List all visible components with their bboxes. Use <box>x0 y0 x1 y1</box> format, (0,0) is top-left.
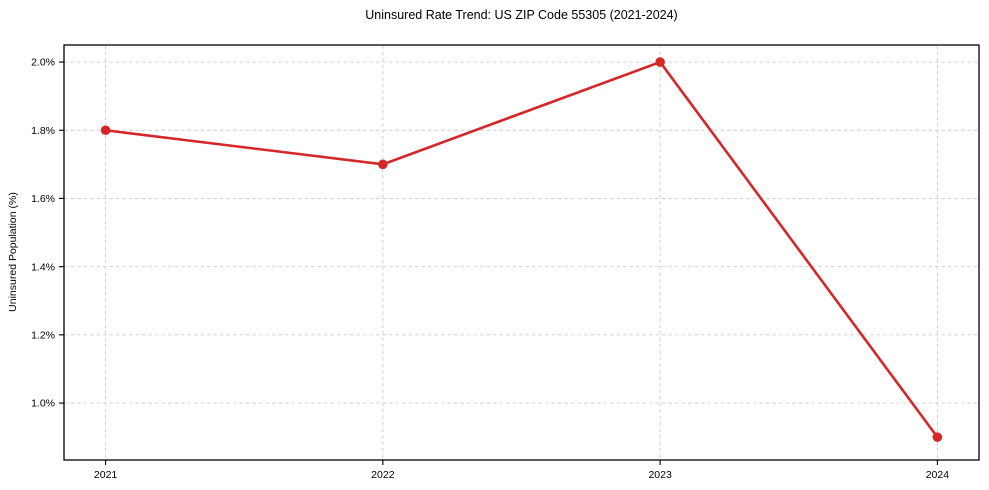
data-point <box>378 159 388 170</box>
x-tick-label: 2024 <box>926 469 950 481</box>
chart-title: Uninsured Rate Trend: US ZIP Code 55305 … <box>365 8 678 22</box>
y-tick-label: 1.8% <box>31 125 55 137</box>
x-tick-label: 2023 <box>648 469 672 481</box>
x-tick-label: 2022 <box>371 469 395 481</box>
data-point <box>932 432 943 442</box>
data-point <box>655 57 665 67</box>
y-tick-label: 1.0% <box>31 398 55 410</box>
x-tick-label: 2021 <box>94 469 118 481</box>
y-tick-label: 1.2% <box>31 329 55 341</box>
data-point <box>100 125 111 136</box>
plot-border <box>63 44 980 461</box>
y-tick-label: 1.4% <box>31 261 55 273</box>
y-tick-label: 1.6% <box>31 193 55 205</box>
trend-line <box>104 60 939 439</box>
y-tick-label: 2.0% <box>31 57 55 69</box>
